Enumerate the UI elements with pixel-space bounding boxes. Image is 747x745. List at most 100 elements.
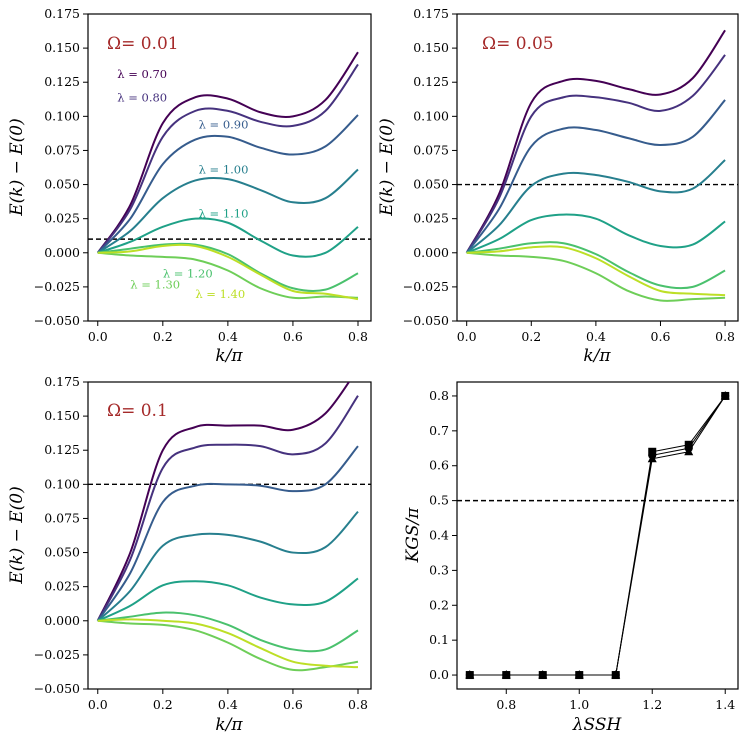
y-tick-label: 0.3 [429,562,449,577]
panel-omega-001: −0.050 −0.025 0.000 0.025 0.050 0.075 0.100 0.1… [7,6,372,366]
series-line [465,99,726,254]
band-curves [465,29,726,302]
y-tick-label: 0.075 [413,142,449,157]
panel-title: Ω= 0.01 [107,34,179,54]
curve-annotation: λ = 0.70 [117,67,167,81]
series-line [97,217,359,258]
y-tick-label: −0.050 [34,313,80,328]
series-line [466,159,726,254]
series-line [97,251,359,300]
x-tick-label: 1.0 [569,697,589,712]
data-point-marker [720,390,730,400]
series-line [465,54,726,254]
y-tick-label: −0.025 [34,279,80,294]
panel-omega-005: −0.050 −0.025 0.000 0.025 0.050 0.075 0.100 0.1… [377,6,739,366]
curve-annotation: λ = 1.30 [130,277,180,291]
band-curves [96,382,359,672]
y-tick-label: 0.175 [413,6,449,21]
x-tick-label: 0.6 [283,329,303,344]
x-tick-label: 0.4 [218,697,238,712]
x-tick-label: 0.8 [348,697,368,712]
data-point-marker [574,670,584,679]
y-tick-label: 0.125 [44,442,80,457]
y-tick-label: 0.100 [44,476,80,491]
y-tick-label: 0.100 [44,108,80,123]
plot-frame [456,381,739,690]
y-axis-label: E(k) − E(0) [7,486,27,585]
y-tick-label: 0.175 [44,374,80,389]
data-point-marker [501,670,511,679]
series-line [96,63,359,254]
x-tick-label: 0.4 [218,329,238,344]
curve-annotation: λ = 1.40 [195,287,245,301]
series-line [465,29,726,254]
x-axis-ticks: 0.0 0.2 0.4 0.6 0.8 [88,689,368,712]
series-line [97,618,359,669]
x-tick-label: 1.4 [715,697,735,712]
curve-annotation: λ = 1.20 [163,266,213,280]
x-tick-label: 0.0 [88,329,108,344]
series-line [97,242,359,293]
x-axis-label: k/π [215,715,243,735]
series-line [469,395,726,676]
x-axis-label: k/π [583,346,611,366]
x-tick-label: 0.6 [651,329,671,344]
y-tick-label: 0.1 [429,632,449,647]
curve-annotation: λ = 0.80 [117,90,167,104]
y-axis-ticks: −0.050 −0.025 0.000 0.025 0.050 0.075 0.100 0.1… [403,6,457,328]
y-tick-label: −0.050 [34,681,80,696]
data-point-marker [684,446,694,456]
y-tick-label: 0.000 [413,245,449,260]
y-tick-label: 0.7 [429,423,449,438]
data-point-marker [611,670,621,679]
y-tick-label: 0.050 [44,545,80,560]
y-tick-label: 0.050 [44,177,80,192]
series-line [96,395,359,622]
y-tick-label: 0.075 [44,510,80,525]
x-axis-label: k/π [215,346,243,366]
y-tick-label: 0.150 [44,408,80,423]
y-tick-label: −0.025 [403,279,449,294]
data-point-marker [538,670,548,679]
y-tick-label: −0.050 [403,313,449,328]
plot-frame [456,13,739,322]
kgs-curves [465,390,730,680]
y-tick-label: 0.0 [429,667,449,682]
series-line [97,619,359,672]
band-curves [96,51,359,301]
y-tick-label: 0.025 [413,211,449,226]
series-line [97,114,359,254]
y-tick-label: 0.000 [44,245,80,260]
series-line [466,245,726,297]
y-axis-ticks: 0.0 0.1 0.2 0.3 0.4 0.5 0.6 0.7 0.8 [429,388,457,682]
x-axis-ticks: 0.8 1.0 1.2 1.4 [496,689,735,712]
y-tick-label: 0.150 [44,40,80,55]
y-tick-label: 0.6 [429,458,449,473]
x-tick-label: 0.0 [457,329,477,344]
x-tick-label: 0.4 [586,329,606,344]
plot-frame [87,381,372,690]
series-line [96,51,359,254]
y-tick-label: 0.025 [44,211,80,226]
curve-annotations: λ = 0.70 λ = 0.80 λ = 0.90 λ = 1.00 λ = 1.10… [117,67,248,301]
series-line [97,611,359,653]
data-point-marker [647,453,657,463]
x-tick-label: 0.8 [348,329,368,344]
y-tick-label: 0.4 [429,528,449,543]
x-tick-label: 0.8 [715,329,735,344]
y-tick-label: 0.025 [44,579,80,594]
x-axis-label: λSSH [572,715,623,735]
x-tick-label: 0.8 [496,697,516,712]
series-line [97,510,359,622]
series-line [97,577,359,622]
y-tick-label: 0.8 [429,388,449,403]
y-tick-label: 0.5 [429,493,449,508]
x-axis-ticks: 0.0 0.2 0.4 0.6 0.8 [88,321,368,344]
x-tick-label: 0.2 [153,329,173,344]
series-line [96,382,351,622]
y-axis-label: KGS/π [403,507,423,564]
data-point-marker [465,670,475,679]
x-tick-label: 0.0 [88,697,108,712]
panel-omega-01: −0.050 −0.025 0.000 0.025 0.050 0.075 0.100 0.1… [7,374,372,735]
